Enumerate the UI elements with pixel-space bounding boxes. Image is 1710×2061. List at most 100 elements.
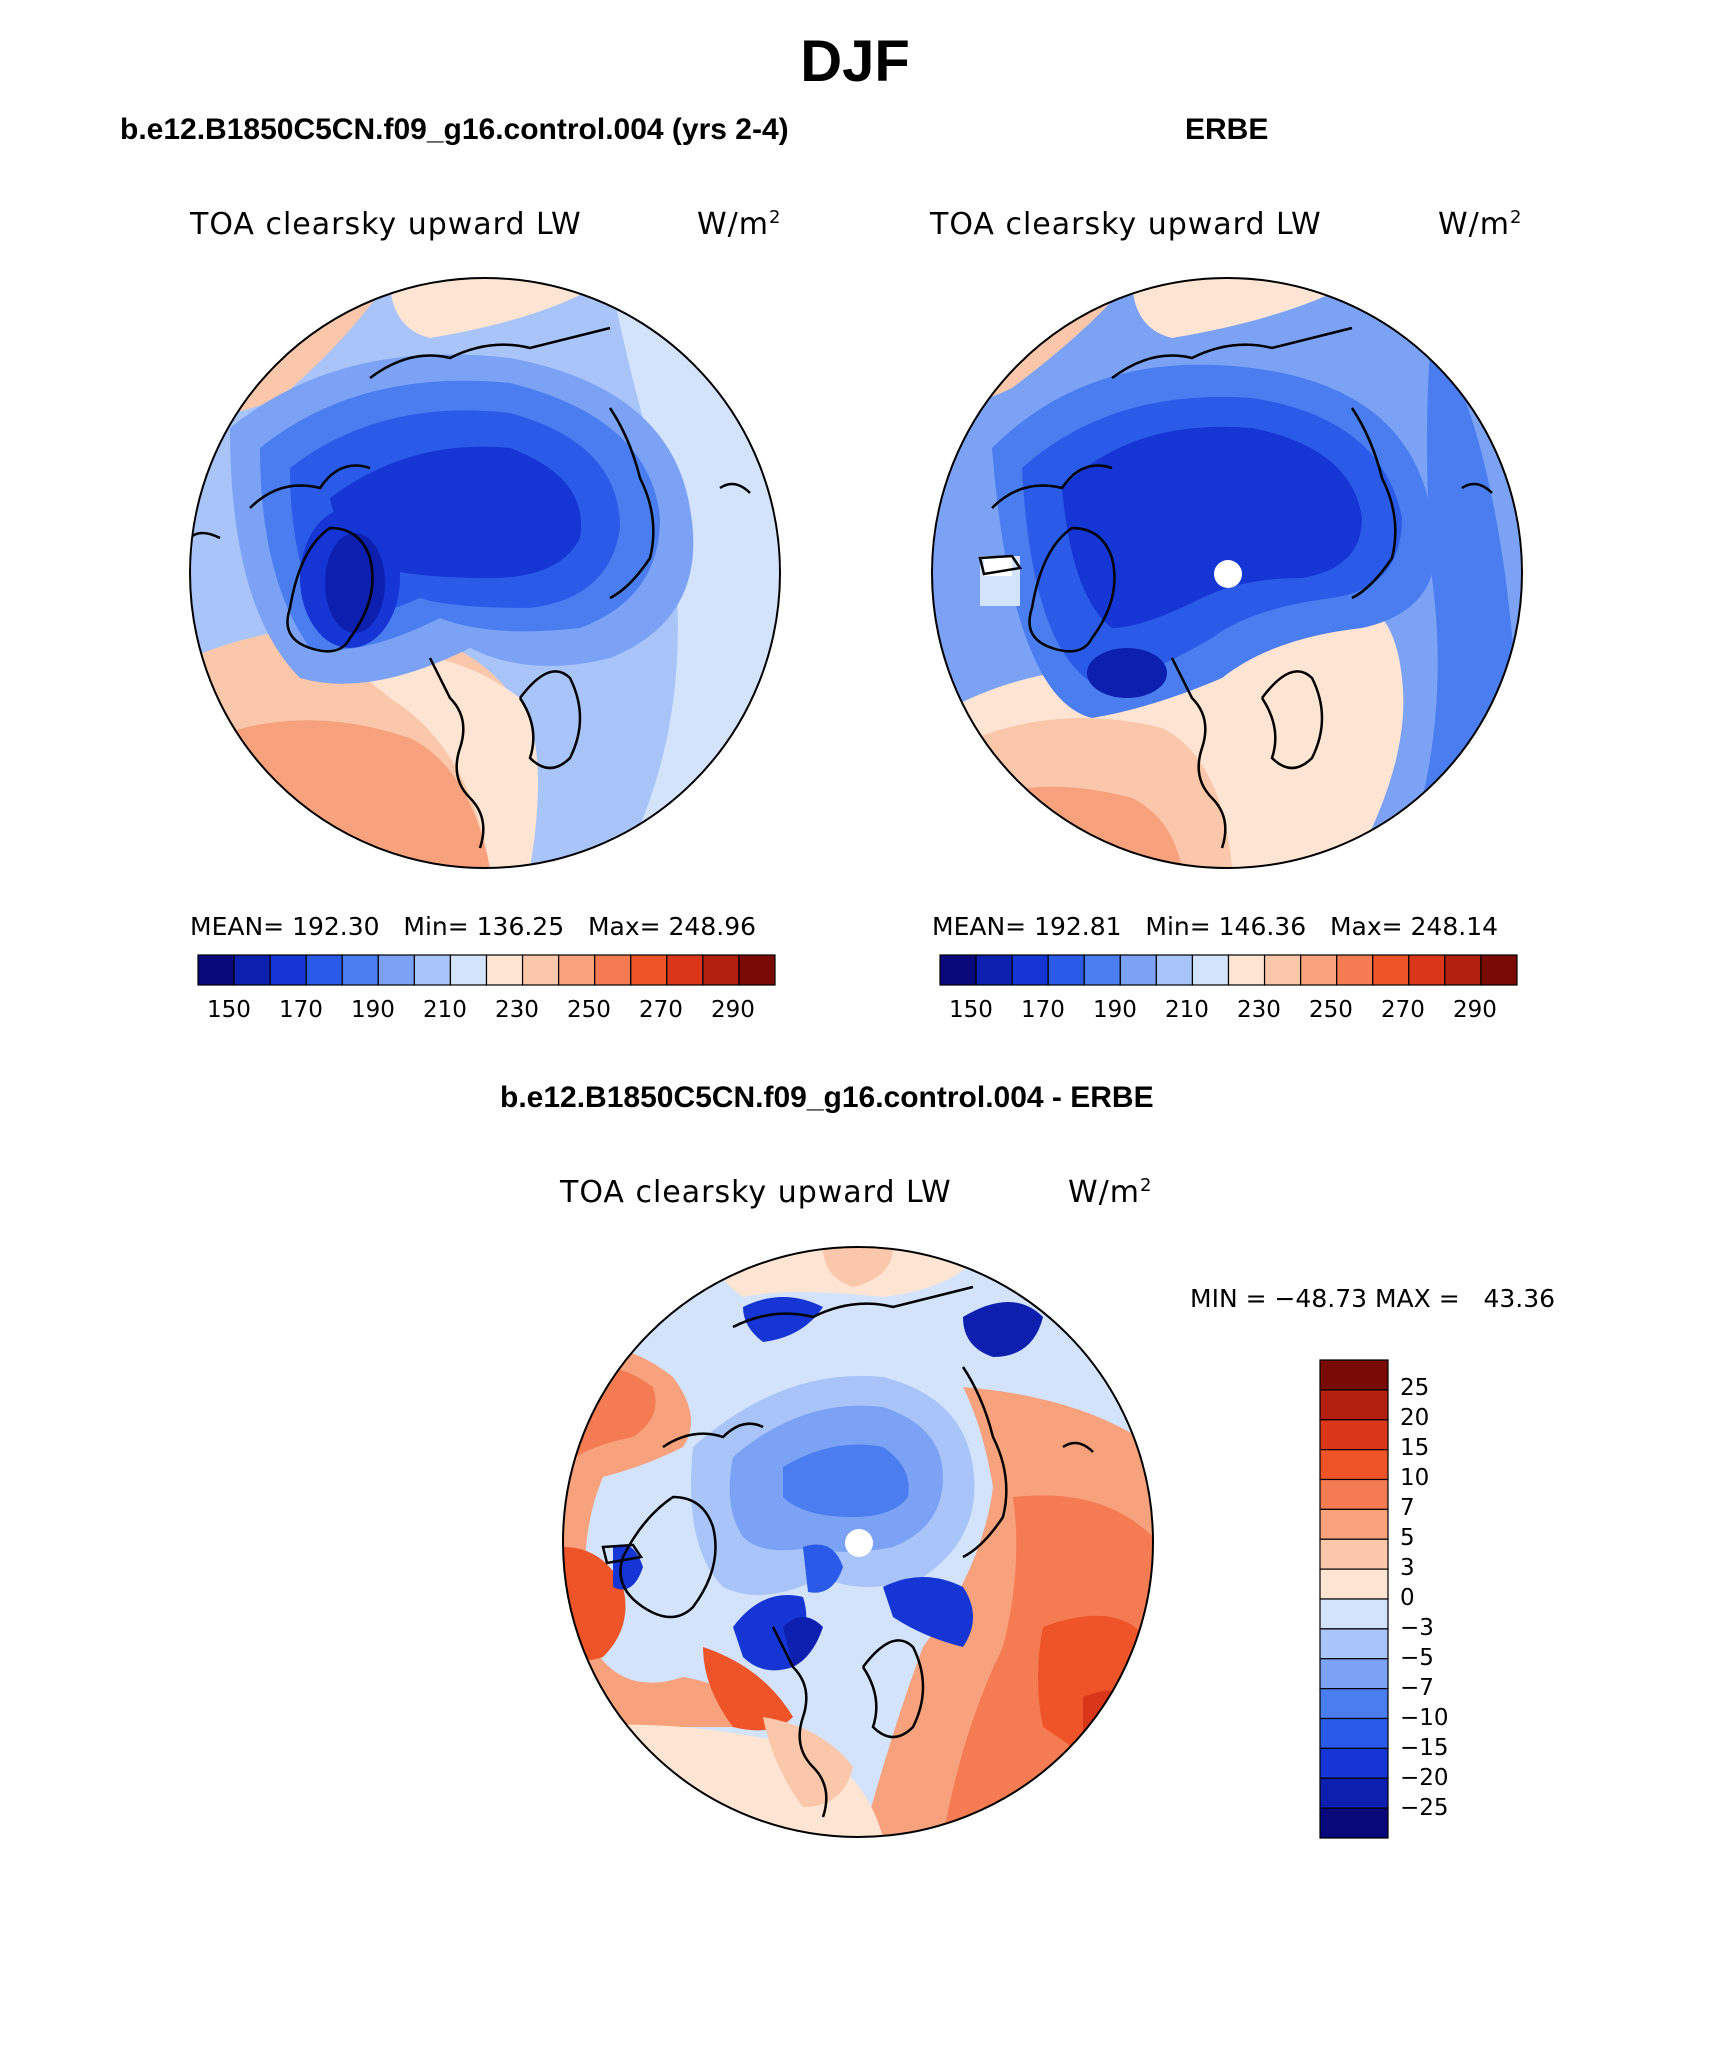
colorbar-swatch — [413, 954, 452, 986]
colorbar-swatch — [1319, 1777, 1389, 1809]
colorbar-swatch — [449, 954, 488, 986]
colorbar-swatch — [1319, 1568, 1389, 1600]
variable-label-diff: TOA clearsky upward LW — [560, 1175, 952, 1210]
colorbar-swatch — [1319, 1807, 1389, 1839]
colorbar-tick: 190 — [351, 997, 395, 1023]
colorbar-tick: 25 — [1400, 1375, 1430, 1401]
colorbar-swatch — [1319, 1658, 1389, 1690]
page-title: DJF — [800, 29, 910, 94]
stats-model: MEAN= 192.30 Min= 136.25 Max= 248.96 — [190, 912, 757, 941]
colorbar-swatch — [341, 954, 379, 986]
pole-missing-data-marker — [845, 1529, 873, 1557]
colorbar-tick: −15 — [1400, 1735, 1449, 1761]
colorbar-tick: 10 — [1400, 1465, 1430, 1491]
colorbar-swatch — [1191, 954, 1230, 986]
colorbar-swatch — [1444, 954, 1482, 986]
variable-label-obs: TOA clearsky upward LW — [930, 207, 1322, 242]
colorbar-swatch — [1155, 954, 1194, 986]
colorbar-swatch — [666, 954, 704, 986]
colorbar-swatch — [1319, 1508, 1389, 1540]
colorbar-model — [197, 954, 776, 986]
colorbar-tick: 170 — [1021, 997, 1065, 1023]
colorbar-swatch — [1319, 1538, 1389, 1570]
colorbar-diff — [1319, 1359, 1389, 1839]
colorbar-tick: 210 — [423, 997, 467, 1023]
colorbar-obs — [939, 954, 1518, 986]
colorbar-tick: −25 — [1400, 1795, 1449, 1821]
pole-missing-data-marker — [1214, 560, 1242, 588]
colorbar-ticks-model: 150 170 190 210 230 250 270 290 — [198, 997, 775, 1027]
colorbar-tick: 250 — [1309, 997, 1353, 1023]
minmax-diff: MIN = −48.73 MAX = 43.36 — [1190, 1284, 1556, 1313]
colorbar-swatch — [1408, 954, 1446, 986]
colorbar-swatch — [521, 954, 560, 986]
colorbar-tick: 290 — [711, 997, 755, 1023]
colorbar-swatch — [738, 954, 776, 986]
colorbar-tick: 250 — [567, 997, 611, 1023]
panel-title-diff: b.e12.B1850C5CN.f09_g16.control.004 - ER… — [500, 1081, 1154, 1114]
stats-obs: MEAN= 192.81 Min= 146.36 Max= 248.14 — [932, 912, 1499, 941]
colorbar-swatch — [1319, 1419, 1389, 1451]
colorbar-swatch — [1319, 1628, 1389, 1660]
colorbar-swatch — [1119, 954, 1157, 986]
panel-title-model: b.e12.B1850C5CN.f09_g16.control.004 (yrs… — [120, 113, 789, 146]
colorbar-swatch — [1319, 1359, 1389, 1391]
colorbar-ticks-diff: 25 20 15 10 7 5 3 0 −3 −5 −7 −10 −15 −20… — [1400, 1375, 1520, 1835]
colorbar-tick: 210 — [1165, 997, 1209, 1023]
colorbar-tick: 3 — [1400, 1555, 1415, 1581]
colorbar-swatch — [1336, 954, 1374, 986]
colorbar-swatch — [558, 954, 596, 986]
polar-map-obs — [931, 277, 1523, 869]
colorbar-swatch — [1319, 1747, 1389, 1779]
colorbar-tick: 150 — [949, 997, 993, 1023]
colorbar-ticks-obs: 150 170 190 210 230 250 270 290 — [940, 997, 1517, 1027]
colorbar-swatch — [594, 954, 632, 986]
units-label-diff: W/m2 — [1068, 1175, 1153, 1210]
polar-map-diff — [562, 1246, 1154, 1838]
colorbar-swatch — [939, 954, 977, 986]
colorbar-swatch — [975, 954, 1013, 986]
colorbar-swatch — [630, 954, 668, 986]
colorbar-swatch — [1263, 954, 1302, 986]
colorbar-tick: 7 — [1400, 1495, 1415, 1521]
colorbar-tick: 150 — [207, 997, 251, 1023]
colorbar-swatch — [269, 954, 307, 986]
colorbar-swatch — [485, 954, 524, 986]
colorbar-swatch — [305, 954, 343, 986]
units-label-model: W/m2 — [697, 207, 782, 242]
colorbar-swatch — [1011, 954, 1049, 986]
colorbar-tick: 15 — [1400, 1435, 1430, 1461]
colorbar-tick: 20 — [1400, 1405, 1430, 1431]
colorbar-tick: 230 — [1237, 997, 1281, 1023]
colorbar-swatch — [1319, 1478, 1389, 1510]
colorbar-tick: 230 — [495, 997, 539, 1023]
colorbar-swatch — [1319, 1449, 1389, 1481]
colorbar-tick: −7 — [1400, 1675, 1434, 1701]
units-label-obs: W/m2 — [1438, 207, 1523, 242]
colorbar-swatch — [1319, 1598, 1389, 1630]
panel-title-obs: ERBE — [1185, 113, 1269, 146]
colorbar-swatch — [1047, 954, 1085, 986]
variable-label-model: TOA clearsky upward LW — [190, 207, 582, 242]
colorbar-tick: 170 — [279, 997, 323, 1023]
colorbar-swatch — [1319, 1389, 1389, 1421]
colorbar-tick: 0 — [1400, 1585, 1415, 1611]
colorbar-swatch — [1319, 1717, 1389, 1749]
colorbar-swatch — [233, 954, 271, 986]
colorbar-tick: 5 — [1400, 1525, 1415, 1551]
colorbar-tick: 190 — [1093, 997, 1137, 1023]
colorbar-tick: −3 — [1400, 1615, 1434, 1641]
colorbar-tick: −10 — [1400, 1705, 1449, 1731]
colorbar-swatch — [1083, 954, 1121, 986]
polar-map-model — [189, 277, 781, 869]
colorbar-swatch — [1372, 954, 1410, 986]
colorbar-tick: 270 — [1381, 997, 1425, 1023]
colorbar-tick: −20 — [1400, 1765, 1449, 1791]
colorbar-swatch — [1319, 1688, 1389, 1720]
colorbar-tick: −5 — [1400, 1645, 1434, 1671]
colorbar-swatch — [1480, 954, 1518, 986]
colorbar-swatch — [1227, 954, 1266, 986]
colorbar-tick: 290 — [1453, 997, 1497, 1023]
colorbar-swatch — [377, 954, 415, 986]
colorbar-swatch — [197, 954, 235, 986]
